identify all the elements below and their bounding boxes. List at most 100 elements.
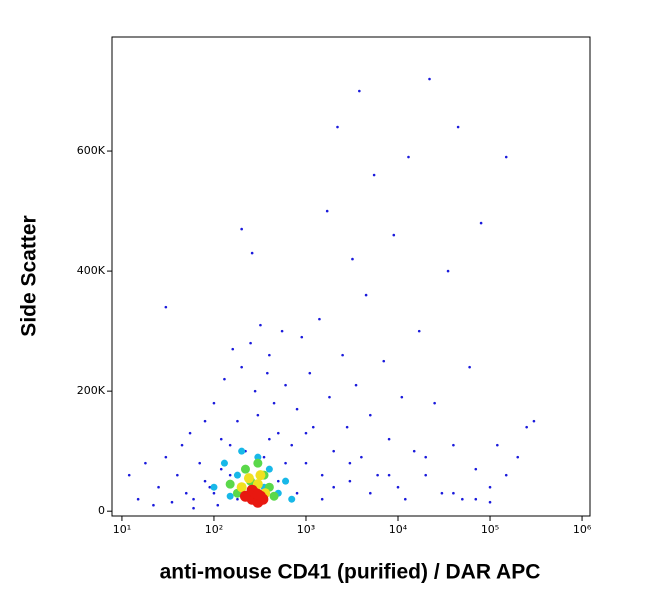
point [295,407,299,411]
point [376,473,379,477]
point [387,437,391,441]
point [341,353,344,357]
point [157,485,160,489]
point [259,323,262,327]
point [446,269,450,273]
point [424,473,428,477]
point [304,461,308,465]
point [452,443,455,447]
point [358,89,361,93]
point [240,464,250,474]
point [269,491,279,501]
point [253,458,263,468]
point [228,473,232,477]
point [254,453,262,461]
point [203,419,207,423]
point [272,401,276,405]
point [474,497,478,501]
point [382,359,386,363]
point [295,491,299,495]
point [488,500,492,504]
point [360,455,363,459]
y-tick-label: 600K [77,144,106,157]
point [504,155,508,159]
point [226,492,234,500]
plot-frame [111,36,591,517]
point [424,455,428,459]
point [288,495,296,503]
x-axis-title: anti-mouse CD41 (purified) / DAR APC [160,561,541,584]
point [516,455,520,459]
point [233,471,241,479]
point [332,485,335,489]
point [456,125,460,129]
point [198,461,201,465]
point [252,488,264,500]
point [304,431,308,435]
point [328,395,331,399]
point [354,383,358,387]
point [176,473,179,477]
point [219,467,223,471]
point [238,447,246,455]
point [152,503,155,507]
point [369,491,372,495]
point [250,251,254,255]
point [184,491,188,495]
point [276,431,280,435]
y-axis-title: Side Scatter [18,215,41,336]
point [474,467,478,471]
point [284,383,287,387]
point [336,125,339,129]
point [236,482,247,493]
point [136,497,140,501]
point [249,341,252,345]
point [240,365,243,369]
point [345,425,349,429]
point [225,479,235,489]
point [164,455,168,459]
point [387,473,391,477]
point [212,491,216,495]
point [525,425,528,429]
point [192,497,195,501]
point [311,425,315,429]
point [488,485,492,489]
point [144,461,147,465]
point [496,443,499,447]
point [216,503,220,507]
point [308,371,312,375]
y-tick-label: 0 [98,504,105,517]
point [284,461,287,465]
point [210,483,218,491]
point [208,485,212,489]
point [407,155,410,159]
point [276,479,280,483]
point [243,473,254,484]
point [127,473,131,477]
point [400,395,404,399]
point [268,437,271,441]
point [180,443,184,447]
point [228,443,232,447]
point [428,77,431,81]
point [452,491,455,495]
point [392,233,396,237]
point [268,353,271,357]
y-tick-label: 200K [77,384,106,397]
point [504,473,508,477]
point [320,497,324,501]
point [253,389,257,393]
point [170,500,174,504]
point [220,459,228,467]
point [468,365,471,369]
point [372,173,376,177]
y-tick-label: 400K [77,264,106,277]
point [417,329,421,333]
point [188,431,192,435]
x-tick-label: 10² [205,523,223,536]
point [320,473,324,477]
point [219,437,223,441]
